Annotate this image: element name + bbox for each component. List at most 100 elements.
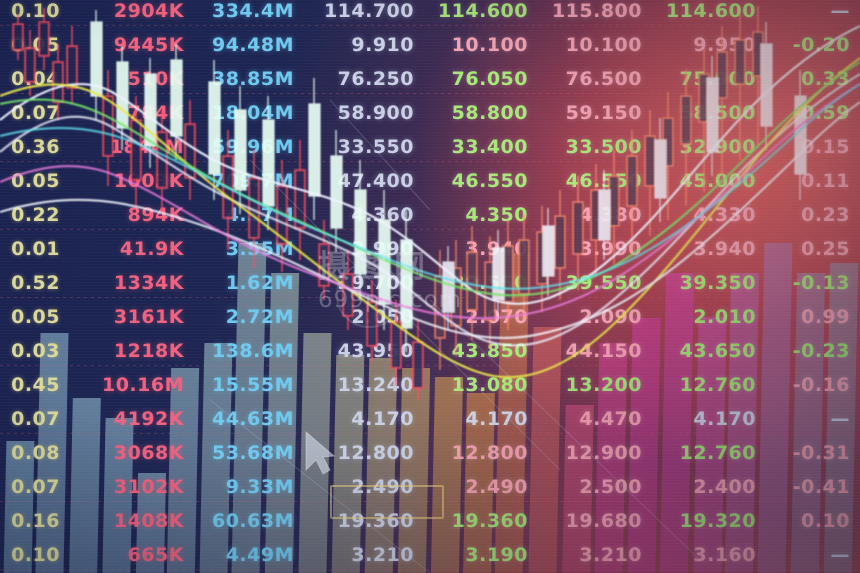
cell-last: 114.700 — [296, 0, 414, 28]
cell-change: — — [758, 538, 850, 572]
table-row[interactable]: 0.074192K44.63M4.1704.1704.4704.170— — [0, 402, 860, 436]
cell-last: 19.360 — [296, 504, 414, 538]
table-row[interactable]: 0.073102K9.33M2.4902.4902.5002.400-0.41 — [0, 470, 860, 504]
table-row[interactable]: 0.083068K53.68M12.80012.80012.90012.760-… — [0, 436, 860, 470]
cell-high: 19.680 — [530, 504, 642, 538]
cell-low: 12.760 — [644, 368, 756, 402]
cell-open: 33.400 — [416, 130, 528, 164]
cell-high: 2.500 — [530, 470, 642, 504]
cell-change: -0.31 — [758, 436, 850, 470]
cell-last: 4.360 — [296, 198, 414, 232]
cell-volume: 1334K — [62, 266, 184, 300]
cell-turnover: 94.48M — [186, 28, 294, 62]
cell-volume: 3102K — [62, 470, 184, 504]
cell-high: 12.900 — [530, 436, 642, 470]
cell-change: 0.10 — [758, 504, 850, 538]
cell-open: 2.490 — [416, 470, 528, 504]
cell-open: 3.190 — [416, 538, 528, 572]
cell-high: 115.800 — [530, 0, 642, 28]
cell-open: 13.080 — [416, 368, 528, 402]
cell-volume: 3068K — [62, 436, 184, 470]
cell-high: 4.470 — [530, 402, 642, 436]
cell-volume: 894K — [62, 198, 184, 232]
cell-high: 44.150 — [530, 334, 642, 368]
cell-last: 12.800 — [296, 436, 414, 470]
cell-low: 2.010 — [644, 300, 756, 334]
cell-volume: 1218K — [62, 334, 184, 368]
cell-turnover: 53.68M — [186, 436, 294, 470]
cell-pct: 0.08 — [2, 436, 60, 470]
cell-open: 4.170 — [416, 402, 528, 436]
cell-last: 2.490 — [296, 470, 414, 504]
row-separator — [0, 433, 860, 434]
cell-pct: 0.07 — [2, 470, 60, 504]
cell-pct: 0.03 — [2, 334, 60, 368]
cell-turnover: 15.55M — [186, 368, 294, 402]
row-separator — [0, 25, 860, 26]
cell-pct: 0.52 — [2, 266, 60, 300]
cell-open: 10.100 — [416, 28, 528, 62]
selection-highlight-box[interactable] — [330, 485, 444, 519]
cell-change: 0.99 — [758, 300, 850, 334]
cell-low: 43.650 — [644, 334, 756, 368]
cell-last: 76.250 — [296, 62, 414, 96]
cell-turnover: 2.72M — [186, 300, 294, 334]
cell-pct: 0.45 — [2, 368, 60, 402]
cell-change: 0.25 — [758, 232, 850, 266]
cell-high: 13.200 — [530, 368, 642, 402]
cell-low: 4.170 — [644, 402, 756, 436]
cell-change: -0.13 — [758, 266, 850, 300]
cell-high: 10.100 — [530, 28, 642, 62]
cell-last: 33.550 — [296, 130, 414, 164]
cell-turnover: 334.4M — [186, 0, 294, 28]
cell-pct: 0.01 — [2, 232, 60, 266]
row-separator — [0, 229, 860, 230]
cell-pct: 0.07 — [2, 402, 60, 436]
cell-low: 3.940 — [644, 232, 756, 266]
cell-volume: 41.9K — [62, 232, 184, 266]
cell-pct: 0.05 — [2, 164, 60, 198]
cell-low: 19.320 — [644, 504, 756, 538]
cell-last: 47.400 — [296, 164, 414, 198]
diagonal-artifacts — [209, 99, 701, 573]
table-row[interactable]: 0.07784K18.04M58.90058.80059.15058.500-0… — [0, 96, 860, 130]
table-row[interactable]: 0.031218K138.6M43.95043.85044.15043.650-… — [0, 334, 860, 368]
cell-pct: 0.10 — [2, 0, 60, 28]
cell-change: — — [758, 0, 850, 28]
cell-change: 0.23 — [758, 198, 850, 232]
cell-pct: 0.05 — [2, 300, 60, 334]
cell-turnover: 38.85M — [186, 62, 294, 96]
cell-volume: 9445K — [62, 28, 184, 62]
cell-change: 0.33 — [758, 62, 850, 96]
table-row[interactable]: 0.161408K60.63M19.36019.36019.68019.3200… — [0, 504, 860, 538]
cell-low: 114.600 — [644, 0, 756, 28]
cell-low: 12.760 — [644, 436, 756, 470]
cell-change: 0.11 — [758, 164, 850, 198]
cell-high: 76.500 — [530, 62, 642, 96]
cell-turnover: 44.63M — [186, 402, 294, 436]
cell-turnover: 18.04M — [186, 96, 294, 130]
cell-turnover: 138.6M — [186, 334, 294, 368]
row-separator — [0, 297, 860, 298]
cell-turnover: 1.62M — [186, 266, 294, 300]
cell-open: 12.800 — [416, 436, 528, 470]
cell-volume: 1408K — [62, 504, 184, 538]
cell-volume: 3161K — [62, 300, 184, 334]
cell-last: 13.240 — [296, 368, 414, 402]
cell-open: 46.550 — [416, 164, 528, 198]
cell-turnover: 4.49M — [186, 538, 294, 572]
cell-open: 76.050 — [416, 62, 528, 96]
cell-pct: 0.16 — [2, 504, 60, 538]
cell-turnover: 60.63M — [186, 504, 294, 538]
cell-open: 58.800 — [416, 96, 528, 130]
cell-high: 3.210 — [530, 538, 642, 572]
table-row[interactable]: 0.4510.16M15.55M13.24013.08013.20012.760… — [0, 368, 860, 402]
cell-low: 3.160 — [644, 538, 756, 572]
cell-last: 3.210 — [296, 538, 414, 572]
candles-left — [12, 8, 424, 400]
cell-open: 114.600 — [416, 0, 528, 28]
table-row[interactable]: 0.10665K4.49M3.2103.1903.2103.160— — [0, 538, 860, 572]
cell-pct: 0.07 — [2, 96, 60, 130]
table-row[interactable]: 0.102904K334.4M114.700114.600115.800114.… — [0, 0, 860, 28]
